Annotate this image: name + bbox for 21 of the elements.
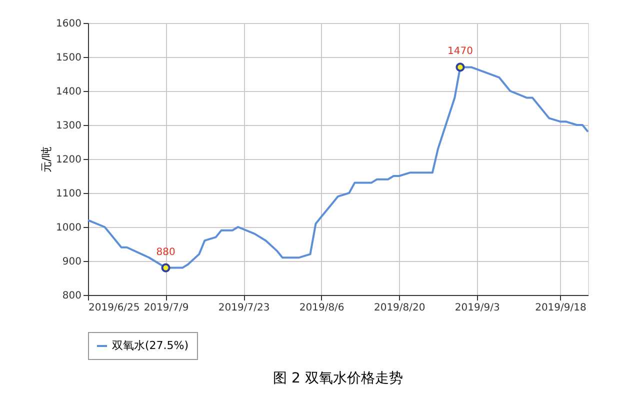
x-tick-label: 2019/7/9 xyxy=(144,302,189,314)
y-tick-label: 1000 xyxy=(56,222,82,234)
x-tick-label: 2019/6/25 xyxy=(88,302,140,314)
x-tick-label: 2019/8/20 xyxy=(374,302,426,314)
y-tick-label: 1100 xyxy=(56,188,82,200)
x-tick-label: 2019/9/3 xyxy=(454,302,500,314)
y-tick-label: 1200 xyxy=(56,154,82,166)
y-tick-label: 1400 xyxy=(56,86,82,98)
y-tick-label: 1500 xyxy=(56,52,82,64)
y-tick-label: 1600 xyxy=(56,18,82,30)
annotation: 1470 xyxy=(447,46,473,58)
y-tick-label: 1300 xyxy=(56,120,82,132)
y-axis-title: 元/吨 xyxy=(40,146,54,172)
legend-label: 双氧水(27.5%) xyxy=(112,339,189,352)
text: 图 2 双氧水价格走势 xyxy=(273,370,403,386)
x-tick-label: 2019/7/23 xyxy=(218,302,270,314)
x-tick-label: 2019/8/6 xyxy=(299,302,344,314)
y-tick-label: 900 xyxy=(62,256,82,268)
x-tick-label: 2019/9/18 xyxy=(535,302,586,314)
annotation: 880 xyxy=(156,246,176,258)
y-tick-label: 800 xyxy=(62,290,82,302)
